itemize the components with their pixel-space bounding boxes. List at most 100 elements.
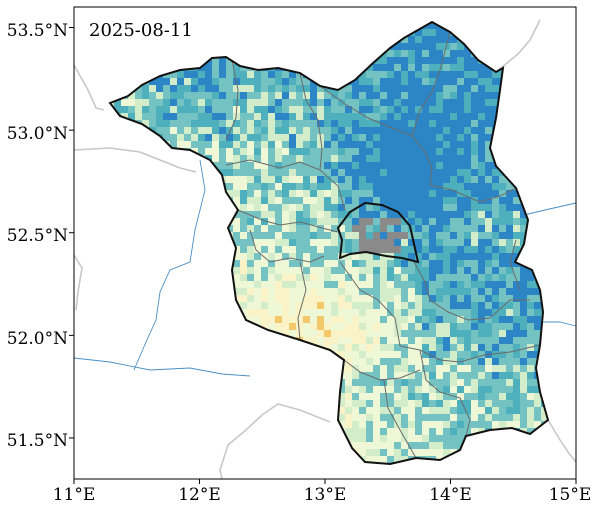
raster-cell bbox=[366, 148, 373, 155]
raster-cell bbox=[387, 365, 394, 372]
raster-cell bbox=[401, 36, 408, 43]
raster-cell bbox=[506, 316, 513, 323]
raster-cell bbox=[240, 127, 247, 134]
raster-cell bbox=[415, 71, 422, 78]
raster-cell bbox=[513, 379, 520, 386]
raster-cell bbox=[310, 218, 317, 225]
raster-cell bbox=[366, 155, 373, 162]
raster-cell bbox=[436, 127, 443, 134]
raster-cell bbox=[303, 78, 310, 85]
raster-cell bbox=[527, 372, 534, 379]
raster-cell bbox=[513, 274, 520, 281]
raster-cell bbox=[282, 169, 289, 176]
raster-cell bbox=[282, 260, 289, 267]
raster-cell bbox=[478, 309, 485, 316]
raster-cell bbox=[513, 225, 520, 232]
raster-cell bbox=[380, 428, 387, 435]
raster-cell bbox=[345, 218, 352, 225]
raster-cell bbox=[289, 113, 296, 120]
raster-cell bbox=[366, 281, 373, 288]
raster-cell bbox=[506, 281, 513, 288]
raster-cell bbox=[471, 288, 478, 295]
raster-cell bbox=[317, 155, 324, 162]
raster-cell bbox=[471, 197, 478, 204]
raster-cell bbox=[317, 253, 324, 260]
raster-cell bbox=[303, 141, 310, 148]
raster-cell bbox=[163, 134, 170, 141]
raster-cell bbox=[492, 372, 499, 379]
raster-cell bbox=[506, 407, 513, 414]
raster-cell bbox=[331, 211, 338, 218]
raster-cell bbox=[492, 253, 499, 260]
raster-cell bbox=[422, 218, 429, 225]
raster-cell bbox=[429, 57, 436, 64]
raster-cell bbox=[485, 169, 492, 176]
raster-cell bbox=[443, 183, 450, 190]
raster-cell bbox=[492, 239, 499, 246]
raster-cell bbox=[436, 239, 443, 246]
raster-cell bbox=[492, 316, 499, 323]
rivers bbox=[73, 159, 577, 377]
raster-cell bbox=[212, 113, 219, 120]
raster-cell bbox=[254, 183, 261, 190]
raster-cell bbox=[240, 99, 247, 106]
raster-cell bbox=[450, 400, 457, 407]
raster-cell bbox=[394, 260, 401, 267]
raster-cell bbox=[464, 176, 471, 183]
raster-cell bbox=[289, 141, 296, 148]
raster-cell bbox=[478, 64, 485, 71]
raster-cell bbox=[268, 183, 275, 190]
raster-cell bbox=[240, 211, 247, 218]
x-tick-label: 14°E bbox=[429, 485, 472, 505]
raster-cell bbox=[156, 127, 163, 134]
raster-cell bbox=[296, 141, 303, 148]
raster-cell bbox=[429, 330, 436, 337]
raster-cell bbox=[247, 267, 254, 274]
raster-cell bbox=[282, 309, 289, 316]
raster-cell bbox=[408, 302, 415, 309]
raster-cell bbox=[247, 239, 254, 246]
raster-cell bbox=[401, 183, 408, 190]
raster-cell bbox=[387, 435, 394, 442]
raster-cell bbox=[254, 155, 261, 162]
raster-cell bbox=[247, 134, 254, 141]
raster-cell bbox=[338, 134, 345, 141]
raster-cell bbox=[534, 330, 541, 337]
raster-cell bbox=[303, 92, 310, 99]
raster-cell bbox=[366, 106, 373, 113]
raster-cell bbox=[450, 225, 457, 232]
raster-cell bbox=[457, 106, 464, 113]
raster-cell bbox=[289, 309, 296, 316]
raster-cell bbox=[324, 183, 331, 190]
raster-cell bbox=[212, 64, 219, 71]
raster-cell bbox=[296, 183, 303, 190]
raster-cell bbox=[478, 71, 485, 78]
raster-cell bbox=[415, 274, 422, 281]
raster-cell bbox=[268, 106, 275, 113]
raster-cell bbox=[422, 386, 429, 393]
raster-cell bbox=[149, 85, 156, 92]
raster-cell bbox=[275, 197, 282, 204]
raster-cell bbox=[359, 379, 366, 386]
raster-cell bbox=[156, 99, 163, 106]
raster-cell bbox=[345, 344, 352, 351]
raster-cell bbox=[345, 85, 352, 92]
raster-cell bbox=[261, 239, 268, 246]
raster-cell bbox=[268, 85, 275, 92]
raster-cell bbox=[401, 400, 408, 407]
raster-cell bbox=[233, 71, 240, 78]
raster-cell bbox=[268, 225, 275, 232]
raster-cell bbox=[268, 267, 275, 274]
raster-cell bbox=[506, 386, 513, 393]
raster-cell bbox=[415, 204, 422, 211]
raster-cell bbox=[282, 106, 289, 113]
raster-cell bbox=[436, 288, 443, 295]
raster-cell bbox=[282, 302, 289, 309]
raster-cell bbox=[394, 288, 401, 295]
raster-cell bbox=[380, 267, 387, 274]
raster-cell bbox=[387, 204, 394, 211]
raster-cell bbox=[464, 323, 471, 330]
raster-cell bbox=[163, 106, 170, 113]
raster-cell bbox=[457, 302, 464, 309]
raster-cell bbox=[310, 246, 317, 253]
